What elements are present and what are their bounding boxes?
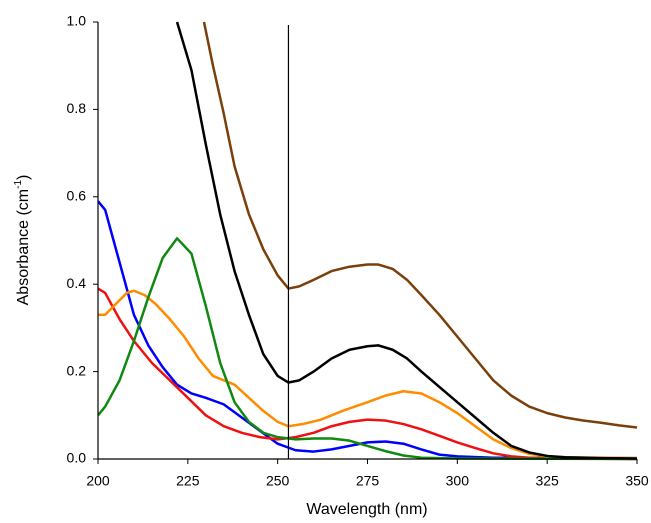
data-line [98, 237, 638, 461]
y-tick-label: 0.8 [67, 100, 87, 116]
x-tick-label: 325 [535, 473, 559, 489]
x-tick-label: 350 [625, 473, 649, 489]
x-tick-label: 275 [356, 473, 380, 489]
y-tick-label: 0.4 [67, 275, 87, 291]
data-line [202, 21, 638, 429]
y-axis-title-end: ) [15, 175, 32, 180]
y-tick-label: 0.2 [67, 362, 87, 378]
x-axis-title: Wavelength (nm) [306, 501, 427, 518]
x-tick-label: 300 [446, 473, 470, 489]
y-tick-label: 1.0 [67, 13, 87, 29]
y-axis-title: Absorbance (cm-1) [13, 175, 33, 306]
x-tick-label: 200 [86, 473, 110, 489]
data-line [98, 200, 638, 460]
data-line [98, 289, 638, 460]
y-tick-label: 0.6 [67, 188, 87, 204]
data-line [175, 21, 638, 460]
x-tick-label: 250 [266, 473, 290, 489]
y-axis-title-main: Absorbance (cm [15, 189, 32, 306]
y-axis-title-sup: -1 [13, 180, 24, 189]
x-tick-label: 225 [176, 473, 200, 489]
y-tick-label: 0.0 [67, 450, 87, 466]
data-line [98, 287, 638, 461]
plot-area [98, 21, 638, 461]
